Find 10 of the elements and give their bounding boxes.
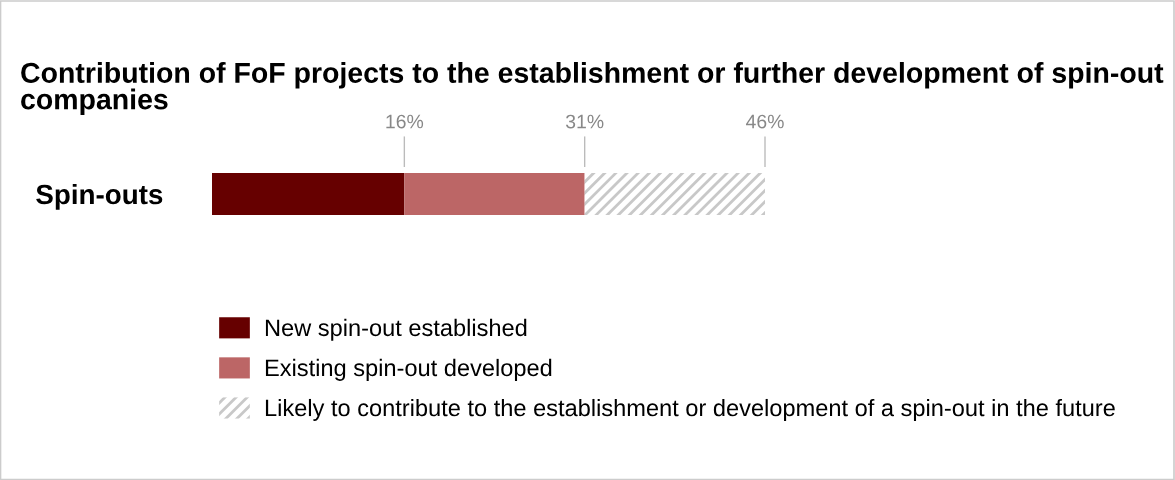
y-tick-label: Spin-outs [36,183,163,210]
x-tick-label: 46% [745,114,784,129]
legend-label: New spin-out established [265,318,527,341]
legend-label: Existing spin-out developed [265,358,552,381]
x-tick-label: 16% [386,114,424,129]
bar [584,172,765,216]
x-tick-label: 31% [565,114,604,129]
chart-title: Contribution of FoF projects to the establishment or further development of spin-out companies [21,62,1164,116]
legend-label: Likely to contribute to the establishment or development of a spin-out in the future [265,398,1115,421]
bar [404,172,585,216]
